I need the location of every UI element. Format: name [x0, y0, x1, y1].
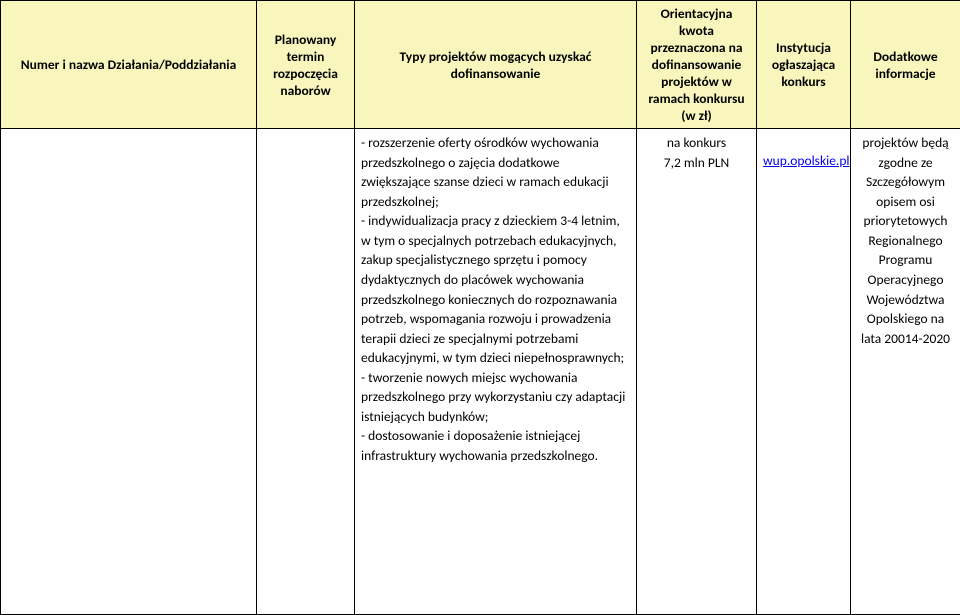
cell-col1 — [1, 129, 257, 615]
header-col3: Typy projektów mogących uzyskać dofinans… — [355, 1, 637, 129]
header-row: Numer i nazwa Działania/Poddziałania Pla… — [1, 1, 960, 129]
main-table: Numer i nazwa Działania/Poddziałania Pla… — [0, 0, 960, 615]
header-col6: Dodatkowe informacje — [851, 1, 960, 129]
header-col5: Instytucja ogłaszająca konkurs — [757, 1, 851, 129]
cell-col4: na konkurs 7,2 mln PLN — [637, 129, 757, 615]
cell-col6: projektów będą zgodne ze Szczegółowym op… — [851, 129, 960, 615]
header-col1: Numer i nazwa Działania/Poddziałania — [1, 1, 257, 129]
table-row: - rozszerzenie oferty ośrodków wychowani… — [1, 129, 960, 615]
amount-line2: 7,2 mln PLN — [643, 153, 750, 173]
cell-col2 — [257, 129, 355, 615]
header-col2: Planowany termin rozpoczęcia naborów — [257, 1, 355, 129]
header-col4: Orientacyjna kwota przeznaczona na dofin… — [637, 1, 757, 129]
amount-line1: na konkurs — [643, 133, 750, 153]
cell-col3: - rozszerzenie oferty ośrodków wychowani… — [355, 129, 637, 615]
project-types-text: - rozszerzenie oferty ośrodków wychowani… — [361, 133, 630, 466]
cell-col5: wup.opolskie.pl — [757, 129, 851, 615]
page-container: Numer i nazwa Działania/Poddziałania Pla… — [0, 0, 960, 615]
extra-info-text: projektów będą zgodne ze Szczegółowym op… — [857, 133, 954, 348]
institution-link[interactable]: wup.opolskie.pl — [763, 152, 850, 169]
